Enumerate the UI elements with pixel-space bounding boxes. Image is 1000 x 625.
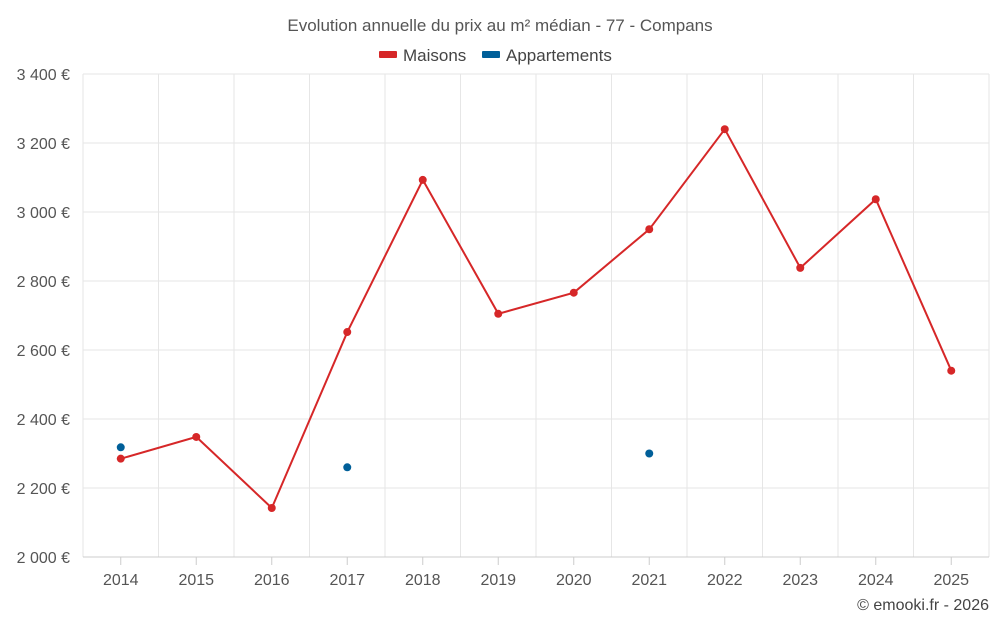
- series-maisons: [116, 125, 956, 513]
- y-tick-label: 2 000 €: [17, 550, 70, 567]
- data-point-maisons[interactable]: [796, 263, 805, 272]
- data-point-maisons[interactable]: [192, 432, 201, 441]
- legend: Maisons Appartements: [379, 46, 612, 65]
- x-tick-label: 2024: [858, 572, 894, 589]
- data-point-appartements[interactable]: [116, 443, 125, 452]
- legend-swatch-appartements: [482, 51, 500, 58]
- data-point-maisons[interactable]: [418, 175, 427, 184]
- x-tick-label: 2023: [782, 572, 818, 589]
- x-tick-label: 2014: [103, 572, 139, 589]
- series-appartements: [116, 443, 654, 472]
- chart-title: Evolution annuelle du prix au m² médian …: [287, 16, 712, 35]
- x-tick-label: 2016: [254, 572, 290, 589]
- data-point-maisons[interactable]: [569, 288, 578, 297]
- series: [116, 125, 956, 513]
- x-tick-label: 2015: [178, 572, 214, 589]
- legend-label-appartements: Appartements: [506, 46, 612, 65]
- legend-item-maisons[interactable]: Maisons: [379, 46, 466, 65]
- grid: [82, 73, 990, 557]
- x-tick-label: 2017: [329, 572, 365, 589]
- y-tick-label: 2 400 €: [17, 412, 70, 429]
- y-tick-label: 3 200 €: [17, 136, 70, 153]
- credit-text: © emooki.fr - 2026: [857, 597, 989, 614]
- axes: 2 000 € 2 200 € 2 400 € 2 600 € 2 800 € 3 000…: [17, 67, 989, 589]
- data-point-maisons[interactable]: [343, 328, 352, 337]
- x-tick-label: 2019: [480, 572, 516, 589]
- data-point-maisons[interactable]: [116, 454, 125, 463]
- x-tick-label: 2022: [707, 572, 743, 589]
- data-point-maisons[interactable]: [267, 504, 276, 513]
- data-point-appartements[interactable]: [645, 449, 654, 458]
- y-tick-label: 2 200 €: [17, 481, 70, 498]
- data-point-maisons[interactable]: [720, 125, 729, 134]
- data-point-maisons[interactable]: [947, 366, 956, 375]
- y-tick-label: 2 600 €: [17, 343, 70, 360]
- series-line-maisons: [120, 127, 953, 510]
- x-tick-label: 2020: [556, 572, 592, 589]
- data-point-appartements[interactable]: [343, 463, 352, 472]
- y-tick-label: 2 800 €: [17, 274, 70, 291]
- legend-swatch-maisons: [379, 51, 397, 58]
- data-point-maisons[interactable]: [494, 309, 503, 318]
- y-tick-label: 3 400 €: [17, 67, 70, 84]
- data-point-maisons[interactable]: [871, 195, 880, 204]
- legend-label-maisons: Maisons: [403, 46, 466, 65]
- x-tick-label: 2025: [933, 572, 969, 589]
- data-point-maisons[interactable]: [645, 225, 654, 234]
- y-tick-label: 3 000 €: [17, 205, 70, 222]
- x-tick-label: 2018: [405, 572, 441, 589]
- x-tick-label: 2021: [631, 572, 667, 589]
- legend-item-appartements[interactable]: Appartements: [482, 46, 612, 65]
